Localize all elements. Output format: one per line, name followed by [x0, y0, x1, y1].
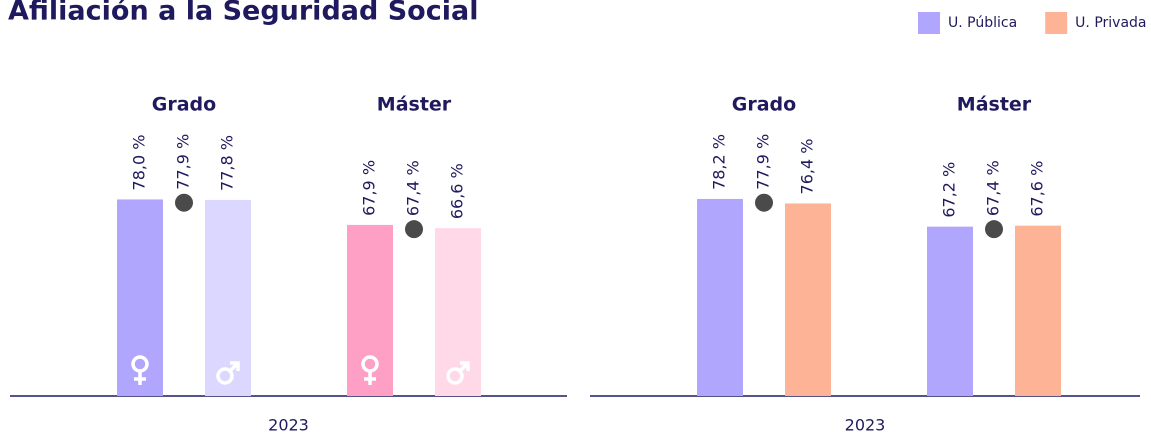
- value-label: 67,4 %: [404, 160, 423, 216]
- category-label: Grado: [152, 94, 216, 116]
- legend-label: U. Privada: [1075, 15, 1146, 31]
- female-icon: [134, 371, 146, 385]
- bar: [1015, 225, 1061, 396]
- bar: [205, 199, 251, 396]
- category-label: Máster: [957, 94, 1032, 116]
- male-icon: [458, 361, 470, 373]
- bar: [927, 226, 973, 396]
- female-icon: [364, 371, 376, 385]
- average-dot: [405, 220, 423, 239]
- chart-title: Afiliación a la Seguridad Social: [8, 0, 478, 27]
- legend-label: U. Pública: [948, 15, 1017, 31]
- value-label: 77,9 %: [174, 134, 193, 190]
- bar: [347, 224, 393, 396]
- male-icon: [216, 367, 234, 385]
- value-label: 78,0 %: [130, 135, 149, 191]
- x-axis-label: 2023: [845, 416, 886, 432]
- average-dot: [175, 193, 193, 212]
- legend-swatch: [918, 12, 940, 34]
- value-label: 78,2 %: [710, 134, 729, 190]
- bar: [117, 199, 163, 396]
- category-label: Grado: [732, 94, 796, 116]
- average-dot: [755, 193, 773, 212]
- male-icon: [228, 361, 240, 373]
- average-dot: [985, 220, 1003, 239]
- bar: [697, 198, 743, 396]
- legend-swatch: [1045, 12, 1068, 34]
- value-label: 66,6 %: [448, 163, 467, 219]
- value-label: 67,2 %: [940, 162, 959, 218]
- bar: [785, 203, 831, 396]
- value-label: 77,9 %: [754, 134, 773, 190]
- value-label: 76,4 %: [798, 139, 817, 195]
- category-label: Máster: [377, 94, 452, 116]
- value-label: 67,4 %: [984, 160, 1003, 216]
- x-axis-label: 2023: [268, 416, 309, 432]
- value-label: 77,8 %: [218, 135, 237, 191]
- male-icon: [446, 367, 464, 385]
- value-label: 67,9 %: [360, 160, 379, 216]
- value-label: 67,6 %: [1028, 161, 1047, 217]
